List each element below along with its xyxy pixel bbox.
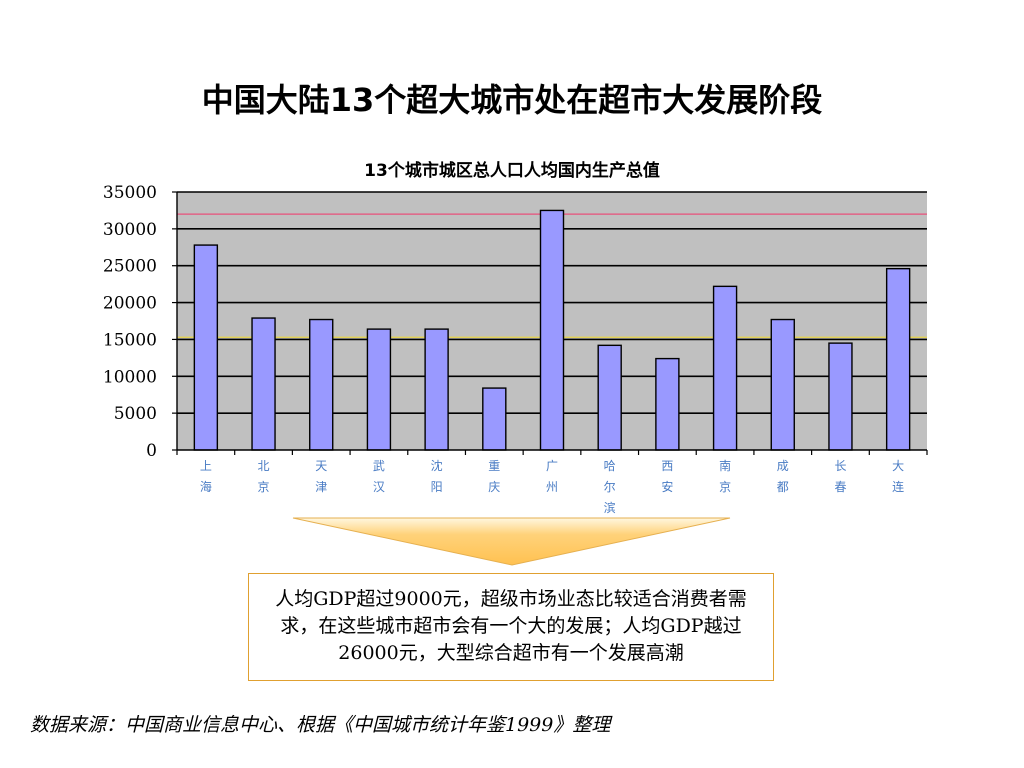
y-tick-label: 25000: [103, 257, 157, 277]
slide-title: 中国大陆13个超大城市处在超市大发展阶段: [201, 81, 823, 119]
category-label: 成都: [777, 459, 789, 494]
category-label: 北京: [258, 459, 270, 494]
y-tick-labels: 35000 30000 25000 20000 15000 10000 5000 0: [103, 183, 157, 461]
category-labels: 上海 北京 天津 武汉 沈阳 重庆 广州 哈尔滨 西安 南京 成都 长春 大连: [200, 458, 904, 515]
category-label: 重庆: [488, 459, 500, 494]
category-label: 哈尔滨: [604, 459, 616, 515]
source-note: 数据来源：中国商业信息中心、根据《中国城市统计年鉴1999》整理: [30, 714, 611, 736]
chart-title: 13个城市城区总人口人均国内生产总值: [364, 160, 660, 181]
y-tick-label: 35000: [103, 183, 157, 203]
y-tick-label: 5000: [114, 404, 157, 424]
callout-box: 人均GDP超过9000元，超级市场业态比较适合消费者需求，在这些城市超市会有一个…: [248, 573, 774, 681]
bars: [193, 209, 911, 451]
y-tick-label: 15000: [103, 330, 157, 350]
category-label: 沈阳: [431, 458, 443, 494]
y-tick-label: 10000: [103, 367, 157, 387]
category-label: 天津: [315, 459, 327, 494]
category-label: 西安: [661, 459, 673, 494]
y-tick-label: 30000: [103, 220, 157, 240]
axes: [172, 191, 928, 455]
category-label: 南京: [719, 458, 731, 494]
down-arrow-shape: [292, 517, 731, 566]
category-label: 大连: [892, 459, 904, 494]
y-tick-label: 20000: [103, 294, 157, 314]
bar-chart: 13个城市城区总人口人均国内生产总值 35000 30000 25000 20000 1…: [103, 160, 928, 515]
callout-text: 人均GDP超过9000元，超级市场业态比较适合消费者需求，在这些城市超市会有一个…: [275, 588, 747, 664]
category-label: 上海: [200, 459, 212, 494]
category-label: 长春: [834, 459, 846, 494]
category-label: 武汉: [373, 459, 385, 494]
y-tick-label: 0: [146, 441, 157, 461]
category-label: 广州: [546, 459, 558, 494]
